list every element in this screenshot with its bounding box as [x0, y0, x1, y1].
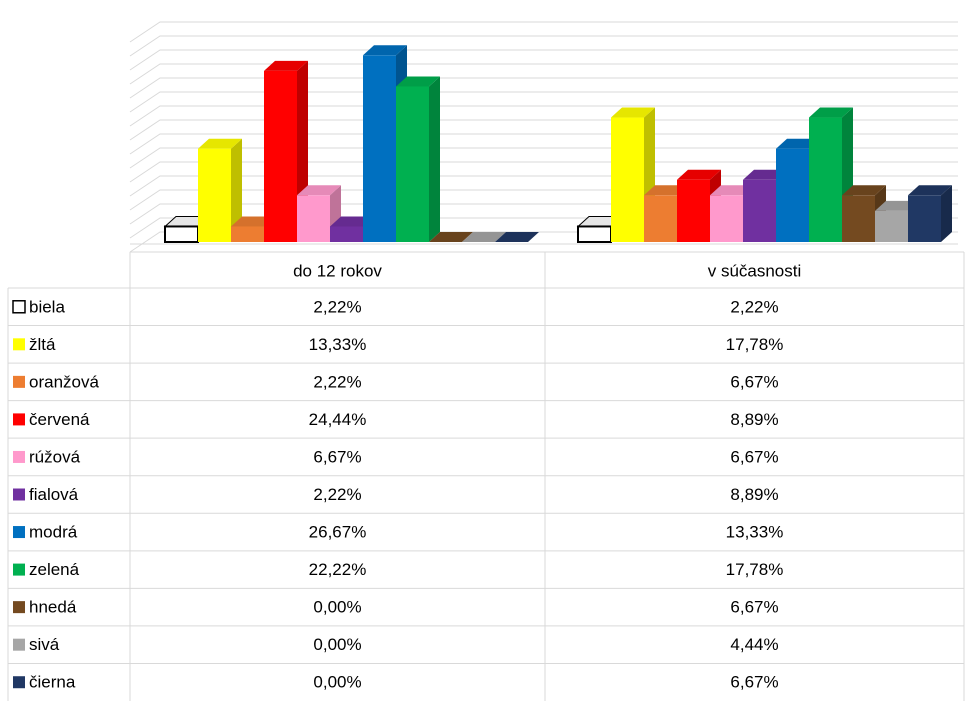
- table-value: 6,67%: [730, 447, 778, 466]
- table-value: 8,89%: [730, 410, 778, 429]
- table-value: 6,67%: [730, 673, 778, 692]
- bar-top: [462, 232, 506, 242]
- column-header: v súčasnosti: [708, 261, 802, 280]
- legend-key: [13, 601, 25, 614]
- table-value: 0,00%: [313, 673, 361, 692]
- bar: [776, 148, 809, 242]
- column-header: do 12 rokov: [293, 261, 382, 280]
- legend-key: [13, 676, 25, 689]
- legend-label: zelená: [29, 560, 80, 579]
- bar-top: [842, 185, 886, 196]
- legend-key: [13, 563, 25, 576]
- legend-label: hnedá: [29, 598, 77, 617]
- legend-key: [12, 300, 26, 314]
- legend-label: rúžová: [29, 447, 81, 466]
- table-value: 17,78%: [726, 560, 784, 579]
- legend-label: červená: [29, 410, 90, 429]
- table-value: 2,22%: [313, 372, 361, 391]
- bar: [363, 55, 396, 243]
- grid-line: [129, 119, 958, 141]
- table-value: 13,33%: [309, 335, 367, 354]
- bar-top: [429, 232, 473, 242]
- bar: [198, 148, 231, 242]
- bar-side: [941, 185, 952, 242]
- legend-label: fialová: [29, 485, 79, 504]
- table-value: 0,00%: [313, 598, 361, 617]
- bar: [264, 70, 297, 242]
- grid-line: [129, 63, 958, 85]
- grid-line: [129, 21, 958, 43]
- bar: [231, 226, 264, 242]
- table-value: 17,78%: [726, 335, 784, 354]
- legend-label: sivá: [29, 635, 60, 654]
- bar: [842, 195, 875, 242]
- legend-key: [13, 413, 25, 426]
- bar-top: [297, 185, 341, 196]
- legend-key: [13, 526, 25, 539]
- grid-line: [129, 91, 958, 113]
- table-value: 6,67%: [313, 447, 361, 466]
- legend-key: [13, 638, 25, 651]
- table-value: 2,22%: [313, 485, 361, 504]
- bar: [710, 195, 743, 242]
- grid-line: [129, 161, 958, 183]
- bar-top: [396, 76, 440, 87]
- bar: [875, 210, 908, 242]
- table-value: 13,33%: [726, 523, 784, 542]
- legend-key: [13, 488, 25, 501]
- legend-key: [13, 450, 25, 463]
- bar: [164, 225, 199, 244]
- table-value: 22,22%: [309, 560, 367, 579]
- bar: [809, 117, 842, 242]
- bar-side: [231, 138, 242, 242]
- bar: [396, 86, 429, 243]
- bar: [577, 225, 612, 244]
- grid-line: [129, 133, 958, 155]
- legend-label: oranžová: [29, 372, 99, 391]
- table-value: 0,00%: [313, 635, 361, 654]
- bar: [677, 179, 710, 242]
- grid-line: [129, 105, 958, 127]
- grid-line: [129, 77, 958, 99]
- table-value: 2,22%: [730, 297, 778, 316]
- grid-line: [129, 35, 958, 57]
- table-value: 6,67%: [730, 372, 778, 391]
- legend-label: žltá: [29, 335, 56, 354]
- bar-top: [908, 185, 952, 196]
- table-value: 26,67%: [309, 523, 367, 542]
- bar-top: [677, 169, 721, 180]
- bar-top: [495, 232, 539, 242]
- bar: [644, 195, 677, 242]
- legend-key: [13, 375, 25, 388]
- legend-label: biela: [29, 297, 65, 316]
- grid-line: [129, 49, 958, 71]
- grid-line: [129, 147, 958, 169]
- table-value: 2,22%: [313, 297, 361, 316]
- bar-top: [611, 107, 655, 118]
- bar-top: [363, 45, 407, 56]
- bar: [611, 117, 644, 242]
- bar-side: [429, 76, 440, 243]
- bar-top: [198, 138, 242, 149]
- bar: [297, 195, 330, 242]
- table-value: 4,44%: [730, 635, 778, 654]
- bar: [908, 195, 941, 242]
- table-value: 8,89%: [730, 485, 778, 504]
- bar: [743, 179, 776, 242]
- bar: [330, 226, 363, 242]
- bar-top: [809, 107, 853, 118]
- legend-label: čierna: [29, 673, 76, 692]
- table-value: 6,67%: [730, 598, 778, 617]
- bar-top: [264, 60, 308, 71]
- legend-key: [13, 338, 25, 351]
- legend-label: modrá: [29, 523, 78, 542]
- table-value: 24,44%: [309, 410, 367, 429]
